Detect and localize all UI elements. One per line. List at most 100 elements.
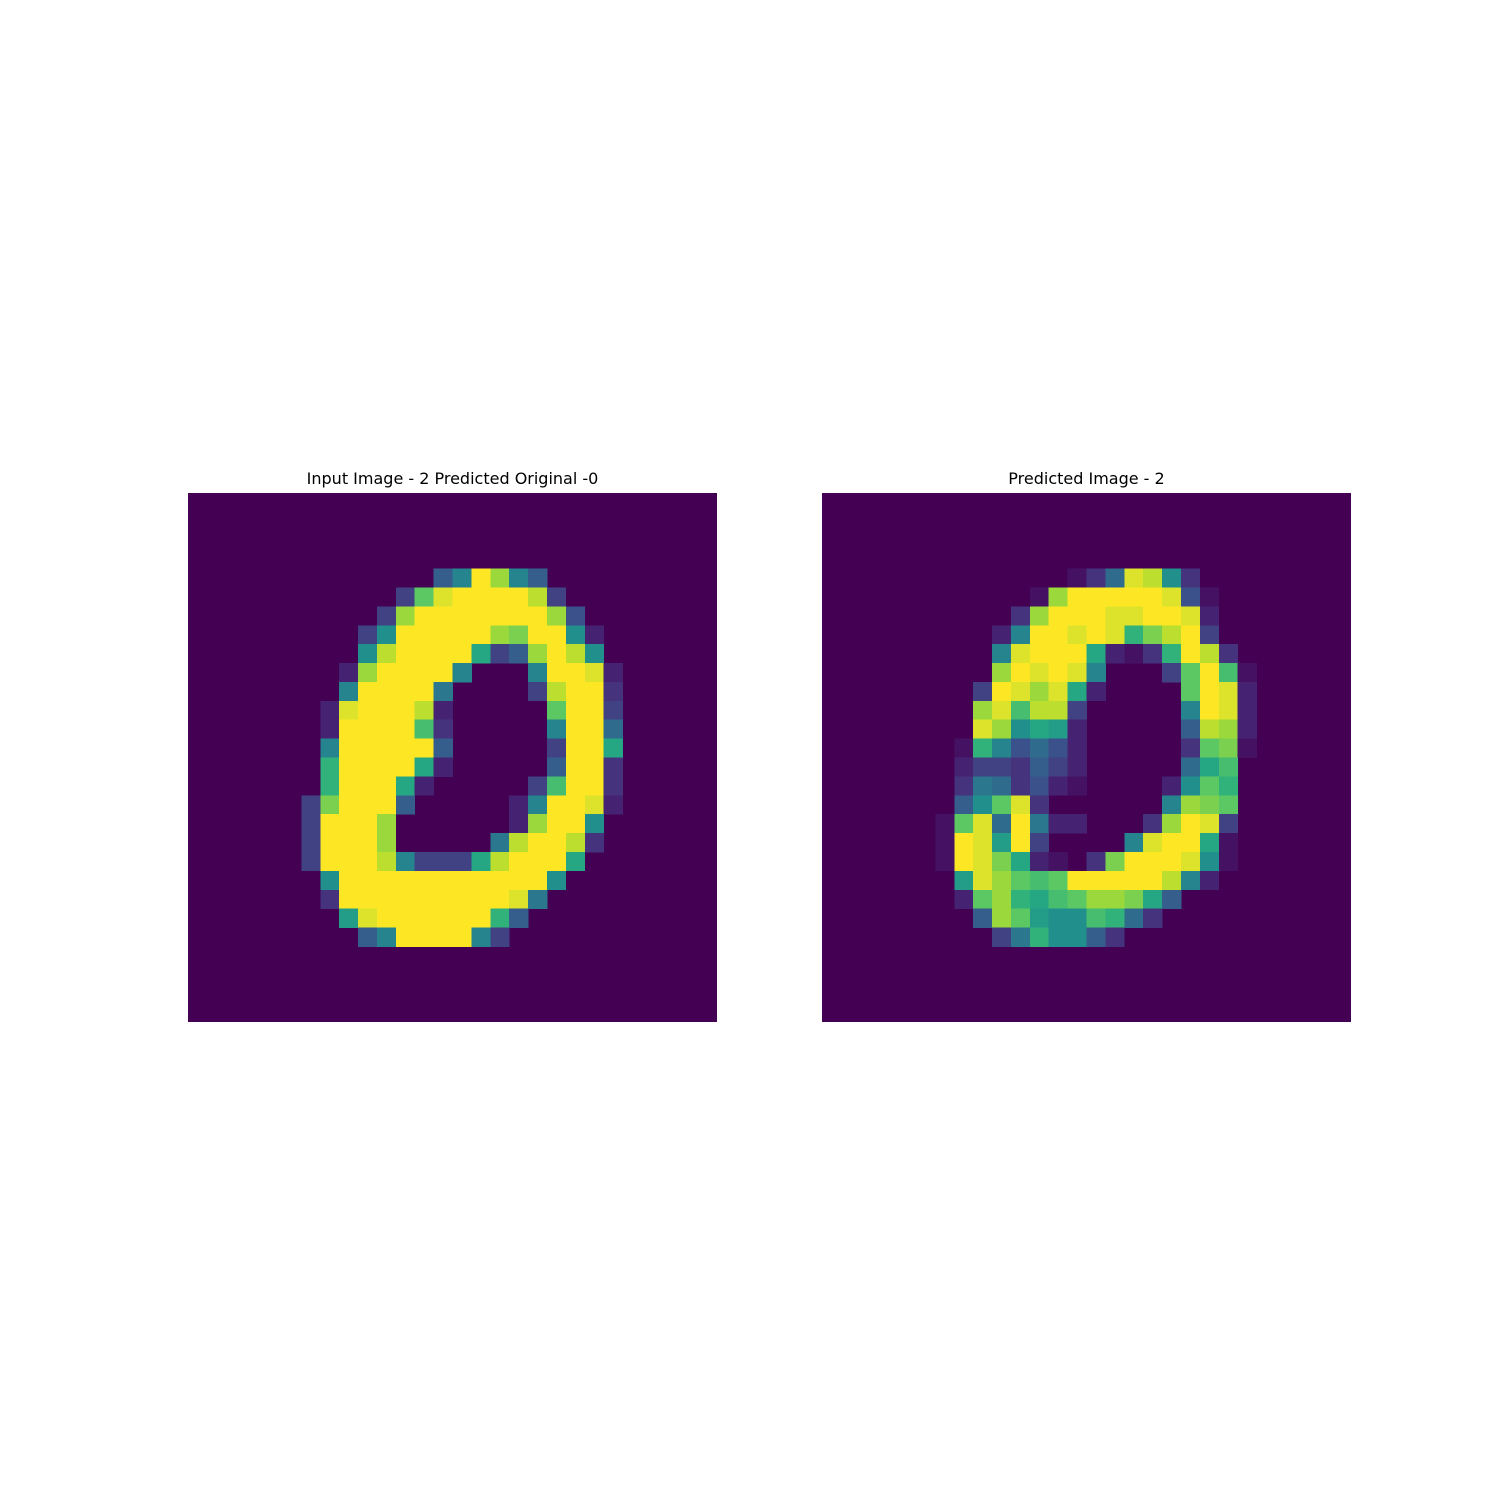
predicted-pixel-r17-c10: [1010, 814, 1031, 834]
predicted-pixel-r18-c10: [1010, 833, 1031, 853]
input-pixel-r15-c22: [603, 776, 623, 796]
predicted-pixel-r13-c22: [1237, 738, 1257, 758]
input-pixel-r4-c17: [509, 568, 529, 588]
input-pixel-r6-c12: [414, 606, 434, 626]
input-pixel-r9-c13: [433, 663, 453, 683]
input-pixel-r10-c22: [603, 681, 623, 702]
predicted-pixel-r6-c13: [1067, 606, 1087, 626]
predicted-pixel-r21-c16: [1124, 889, 1144, 910]
input-pixel-r19-c9: [358, 851, 378, 872]
input-pixel-r8-c21: [584, 644, 605, 664]
predicted-pixel-r7-c18: [1162, 625, 1182, 645]
predicted-pixel-r7-c16: [1124, 625, 1144, 645]
input-pixel-r8-c15: [471, 644, 491, 664]
input-pixel-r21-c14: [452, 889, 472, 910]
predicted-pixel-r21-c13: [1067, 889, 1087, 910]
predicted-pixel-r5-c19: [1180, 587, 1201, 607]
input-pixel-r20-c15: [471, 870, 491, 891]
input-pixel-r7-c9: [358, 625, 378, 645]
predicted-pixel-r12-c12: [1048, 719, 1068, 739]
predicted-pixel-r9-c9: [992, 663, 1012, 683]
input-pixel-r4-c18: [528, 568, 548, 588]
input-pixel-r23-c11: [395, 927, 416, 947]
predicted-image-title: Predicted Image - 2: [1008, 469, 1165, 488]
input-pixel-r8-c13: [433, 644, 453, 664]
predicted-pixel-r15-c11: [1029, 776, 1050, 796]
predicted-pixel-r22-c11: [1029, 908, 1050, 928]
input-pixel-r20-c17: [509, 870, 529, 891]
input-pixel-r8-c14: [452, 644, 472, 664]
predicted-pixel-r13-c7: [954, 738, 974, 758]
input-pixel-r22-c14: [452, 908, 472, 928]
input-pixel-r17-c9: [358, 814, 378, 834]
predicted-pixel-r14-c9: [992, 757, 1012, 777]
input-pixel-r22-c16: [490, 908, 510, 928]
input-pixel-r21-c11: [395, 889, 416, 910]
predicted-pixel-r5-c15: [1105, 587, 1125, 607]
predicted-pixel-r9-c21: [1218, 663, 1239, 683]
input-pixel-r22-c15: [471, 908, 491, 928]
predicted-pixel-r10-c13: [1067, 681, 1087, 702]
predicted-pixel-r17-c8: [973, 814, 993, 834]
input-pixel-r15-c9: [358, 776, 378, 796]
input-pixel-r5-c19: [546, 587, 567, 607]
predicted-pixel-r22-c8: [973, 908, 993, 928]
input-pixel-r12-c19: [546, 719, 567, 739]
input-pixel-r7-c19: [546, 625, 567, 645]
input-pixel-r18-c20: [565, 833, 586, 853]
input-pixel-r19-c7: [320, 851, 340, 872]
predicted-pixel-r11-c10: [1010, 700, 1031, 721]
predicted-pixel-r17-c20: [1199, 814, 1220, 834]
predicted-pixel-r14-c7: [954, 757, 974, 777]
predicted-pixel-r14-c12: [1048, 757, 1068, 777]
predicted-pixel-r5-c14: [1086, 587, 1106, 607]
input-pixel-r23-c16: [490, 927, 510, 947]
input-pixel-r11-c9: [358, 700, 378, 721]
predicted-pixel-r11-c12: [1048, 700, 1068, 721]
predicted-pixel-r20-c18: [1162, 870, 1182, 891]
predicted-pixel-r19-c19: [1180, 851, 1201, 872]
predicted-pixel-r11-c21: [1218, 700, 1239, 721]
input-pixel-r13-c13: [433, 738, 453, 758]
predicted-pixel-r16-c20: [1199, 795, 1220, 815]
predicted-pixel-r14-c13: [1067, 757, 1087, 777]
input-pixel-r4-c16: [490, 568, 510, 588]
predicted-pixel-r13-c12: [1048, 738, 1068, 758]
input-pixel-r9-c21: [584, 663, 605, 683]
input-pixel-r17-c20: [565, 814, 586, 834]
input-pixel-r17-c17: [509, 814, 529, 834]
predicted-pixel-r10-c20: [1199, 681, 1220, 702]
input-pixel-r22-c12: [414, 908, 434, 928]
predicted-pixel-r16-c19: [1180, 795, 1201, 815]
predicted-pixel-r18-c11: [1029, 833, 1050, 853]
predicted-pixel-r20-c16: [1124, 870, 1144, 891]
predicted-pixel-r20-c9: [992, 870, 1012, 891]
predicted-pixel-r20-c20: [1199, 870, 1220, 891]
predicted-pixel-r22-c13: [1067, 908, 1087, 928]
predicted-pixel-r20-c12: [1048, 870, 1068, 891]
predicted-pixel-r21-c7: [954, 889, 974, 910]
predicted-pixel-r19-c9: [992, 851, 1012, 872]
predicted-pixel-r5-c16: [1124, 587, 1144, 607]
input-pixel-r20-c8: [339, 870, 359, 891]
input-pixel-r20-c19: [546, 870, 567, 891]
input-pixel-r18-c6: [301, 833, 321, 853]
predicted-pixel-r21-c14: [1086, 889, 1106, 910]
predicted-pixel-r10-c22: [1237, 681, 1257, 702]
predicted-pixel-r8-c13: [1067, 644, 1087, 664]
input-pixel-r20-c18: [528, 870, 548, 891]
input-pixel-r7-c13: [433, 625, 453, 645]
predicted-pixel-r10-c9: [992, 681, 1012, 702]
predicted-pixel-r18-c9: [992, 833, 1012, 853]
input-pixel-r23-c12: [414, 927, 434, 947]
input-image-heatmap: [188, 493, 717, 1022]
predicted-pixel-r8-c12: [1048, 644, 1068, 664]
predicted-pixel-r9-c14: [1086, 663, 1106, 683]
input-pixel-r13-c8: [339, 738, 359, 758]
input-pixel-r7-c21: [584, 625, 605, 645]
input-pixel-r16-c19: [546, 795, 567, 815]
predicted-pixel-r20-c8: [973, 870, 993, 891]
predicted-pixel-r4-c19: [1180, 568, 1201, 588]
predicted-pixel-r20-c13: [1067, 870, 1087, 891]
input-pixel-r14-c21: [584, 757, 605, 777]
